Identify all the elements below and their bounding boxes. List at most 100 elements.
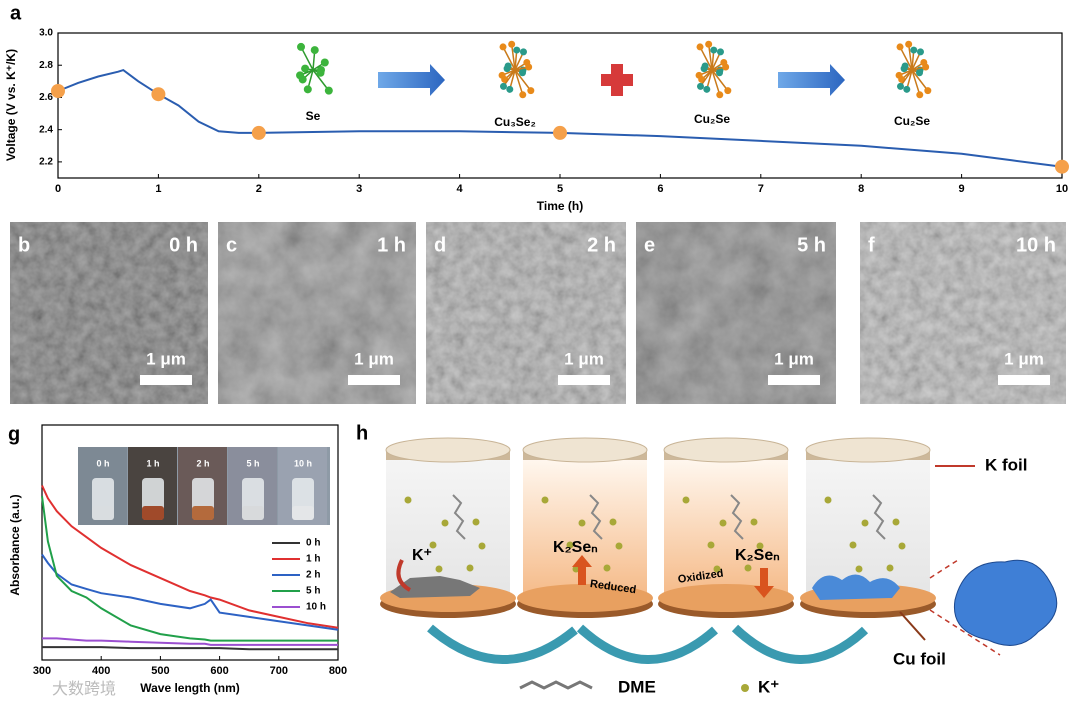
bond (514, 69, 524, 96)
atom (722, 63, 730, 71)
atom (296, 71, 305, 80)
x-axis-label: Time (h) (537, 199, 583, 213)
data-line (41, 553, 339, 631)
cell-cylinder (380, 437, 516, 618)
bond (911, 69, 921, 96)
y-tick-label: 3.0 (39, 28, 53, 39)
x-axis-label: Wave length (nm) (140, 681, 240, 695)
scale-bar (768, 375, 820, 385)
atom (324, 86, 333, 95)
se-deposit (390, 576, 480, 598)
dme-legend-molecule (519, 680, 593, 690)
k-ion (466, 564, 474, 572)
data-line (57, 68, 1063, 168)
bond (699, 46, 713, 71)
zoom-line (929, 559, 959, 579)
k-ion (603, 564, 611, 572)
atom (527, 87, 535, 95)
vial-liquid (92, 506, 114, 520)
structure-label: Se (306, 109, 321, 123)
atom (499, 82, 507, 90)
x-tick-label: 300 (33, 665, 51, 677)
x-tick-label: 800 (329, 665, 347, 677)
k-foil-label: K foil (985, 455, 1028, 474)
legend-label: 5 h (306, 586, 320, 597)
k-ion (572, 565, 580, 573)
k-ion (855, 565, 863, 573)
k-ion-label: K⁺ (412, 547, 432, 564)
k-ion (750, 518, 758, 526)
atom (525, 63, 533, 71)
atom (924, 87, 932, 95)
atom (896, 43, 904, 51)
cu-foil-label: Cu foil (893, 649, 946, 668)
atom (716, 69, 724, 77)
k-ion (615, 542, 623, 550)
scale-bar (140, 375, 192, 385)
data-point (1055, 159, 1069, 174)
atom (696, 43, 704, 51)
sem-texture (218, 222, 416, 404)
sem-time: 1 h (377, 234, 406, 256)
data-point (151, 87, 166, 102)
k-ion (566, 541, 574, 549)
process-arrow (778, 64, 845, 96)
up-arrow (572, 555, 592, 585)
sem-time: 0 h (169, 234, 198, 256)
sem-panel-label: d (434, 234, 446, 256)
flower-zoom (953, 559, 1058, 646)
bond (711, 69, 729, 92)
cycle-arrow (576, 624, 718, 664)
structure-label: Cu₂Se (894, 114, 930, 128)
x-tick-label: 500 (151, 665, 169, 677)
k-ion (849, 541, 857, 549)
crystal-icon (895, 40, 932, 99)
k-ion (707, 541, 715, 549)
atom (696, 82, 704, 90)
atom (716, 91, 724, 99)
scale-bar (348, 375, 400, 385)
reduction-arrow (396, 559, 412, 592)
atom (895, 71, 903, 79)
x-tick-label: 0 (55, 183, 61, 195)
x-tick-label: 8 (858, 183, 864, 195)
bond (502, 46, 516, 71)
sem-texture (636, 222, 836, 404)
k-legend-dot (741, 684, 749, 692)
data-point (51, 84, 65, 98)
base-disk (517, 584, 653, 612)
base-disk (658, 584, 794, 612)
plot-frame (57, 32, 1063, 179)
cylinder-body (806, 458, 930, 598)
bond (312, 69, 330, 92)
atom (901, 62, 909, 70)
bond (911, 69, 929, 92)
y-tick-label: 2.8 (39, 60, 53, 71)
atom (310, 46, 319, 55)
atom (316, 68, 325, 77)
atom (916, 91, 924, 99)
k-ion (429, 541, 437, 549)
cycle-arrow (427, 624, 578, 664)
foil-cap (385, 437, 511, 463)
atom (513, 46, 521, 54)
process-arrow (378, 64, 445, 96)
atom (724, 87, 732, 95)
scale-text: 1 μm (354, 349, 394, 368)
dme-molecule (872, 494, 886, 540)
legend-label: 2 h (306, 570, 320, 581)
atom (695, 71, 703, 79)
inset-label: 10 h (294, 458, 312, 468)
atom (499, 43, 507, 51)
scale-text: 1 μm (774, 349, 814, 368)
sem-texture (860, 222, 1066, 404)
scale-bar (998, 375, 1050, 385)
atom (916, 48, 924, 56)
sem-time: 10 h (1016, 234, 1056, 256)
k-ion (541, 496, 549, 504)
vial-liquid (292, 506, 314, 520)
y-tick-label: 2.2 (39, 157, 53, 168)
x-tick-label: 7 (758, 183, 764, 195)
x-tick-label: 4 (457, 183, 464, 195)
